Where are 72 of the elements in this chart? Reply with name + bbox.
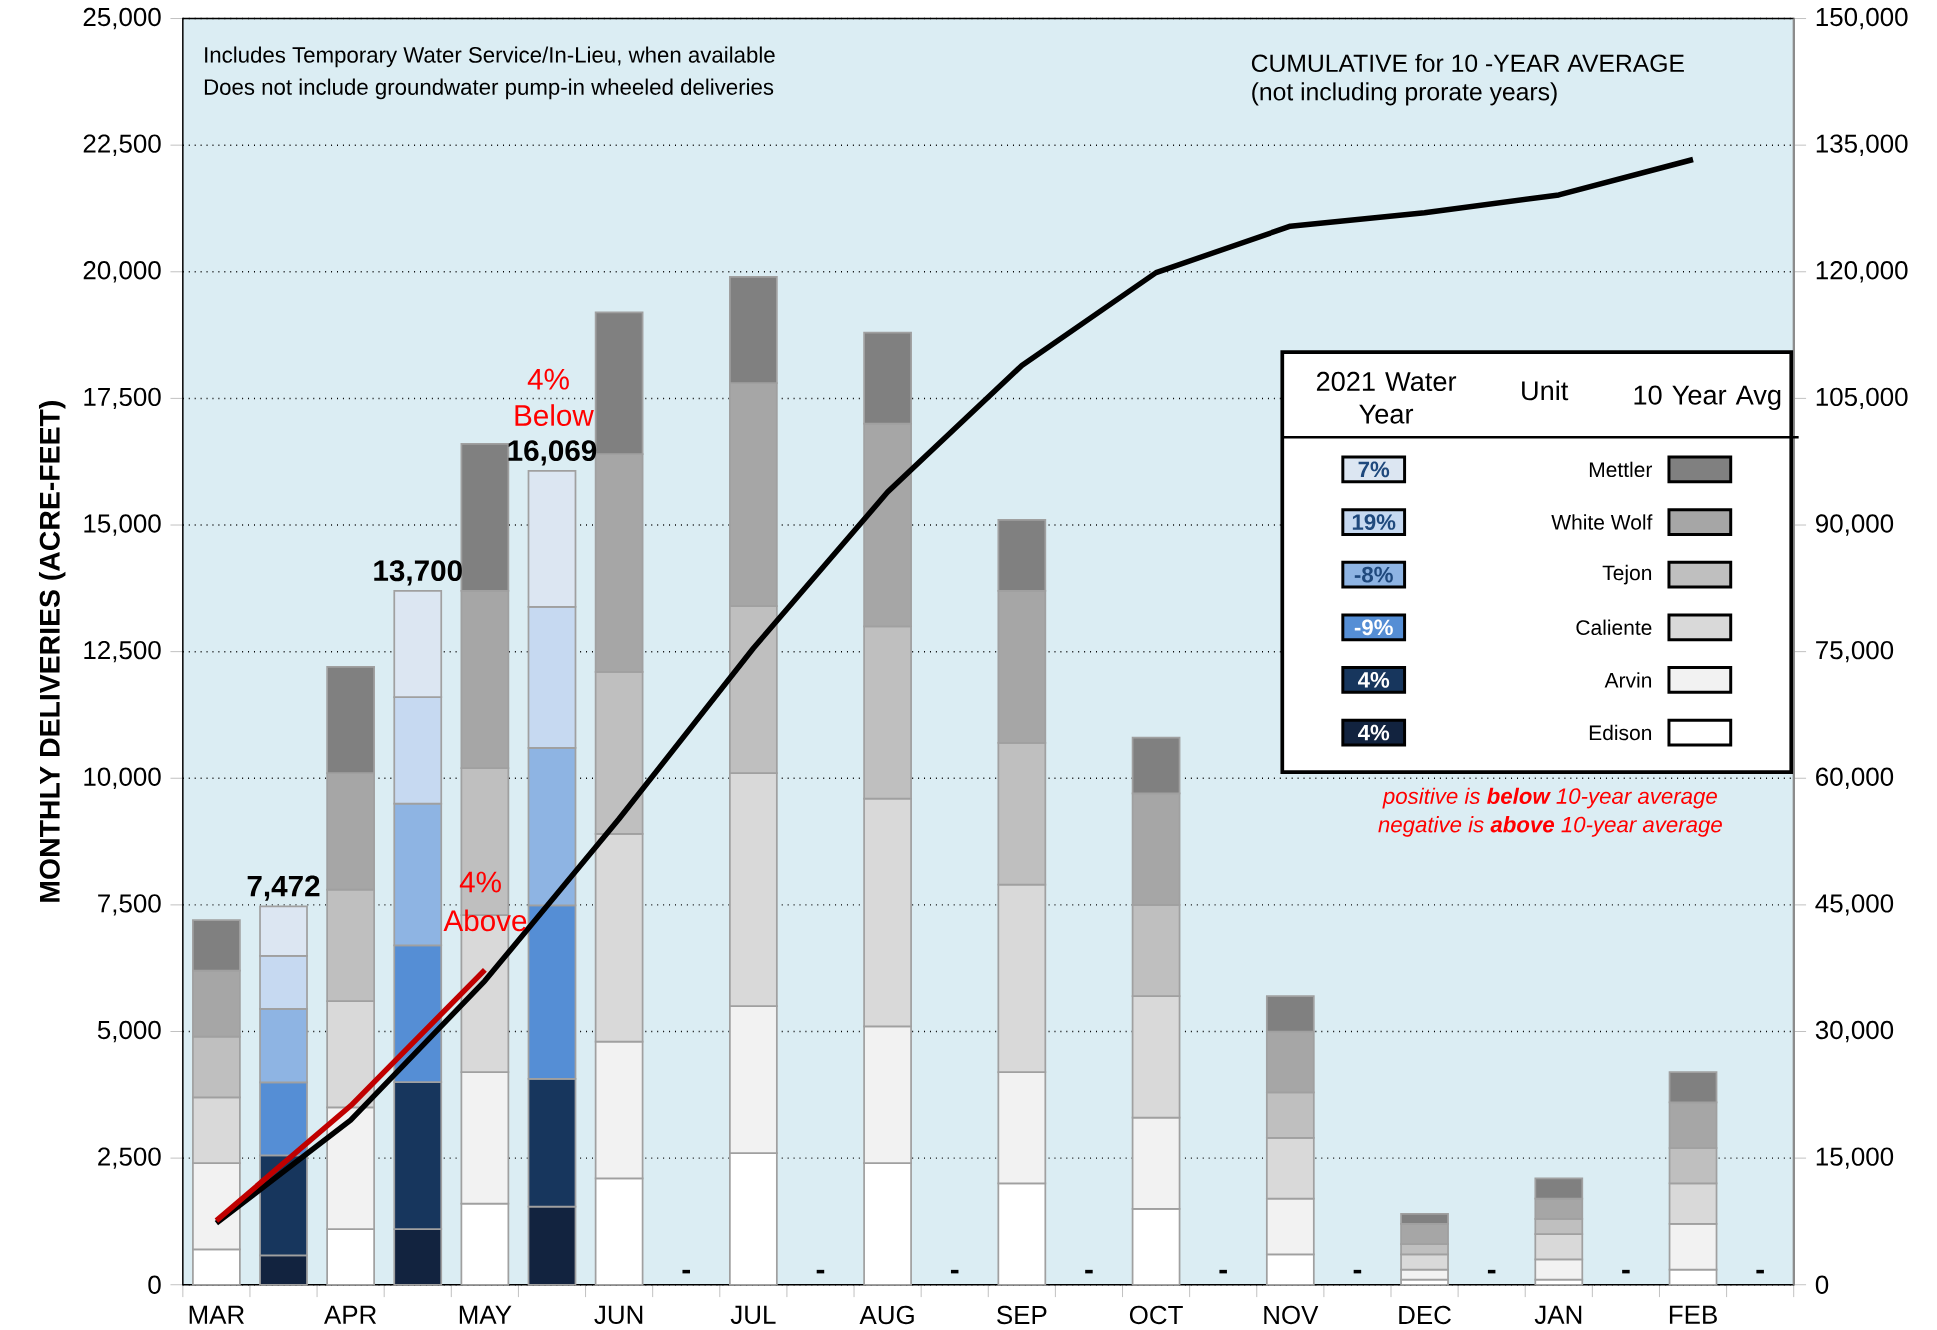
- legend-label: Arvin: [1604, 672, 1652, 688]
- total-label: 16,069: [508, 439, 597, 466]
- annotation: Includes Temporary Water Service/In-Lieu, when available: [205, 46, 775, 67]
- y2-tick-label: 105,000: [1816, 387, 1908, 409]
- annotation: 10 Year Avg: [1634, 385, 1781, 410]
- x-tick-label: MAR: [189, 1305, 244, 1324]
- y2-tick-label: 60,000: [1816, 767, 1894, 789]
- x-tick-label: DEC: [1399, 1305, 1451, 1324]
- annotation: 4%: [459, 871, 501, 893]
- y-tick-label: 12,500: [84, 640, 161, 663]
- legend-label: Tejon: [1602, 564, 1652, 585]
- y-tick-label: 5,000: [97, 1020, 161, 1043]
- y-tick-label: 22,500: [83, 134, 161, 156]
- x-tick-label: AUG: [859, 1305, 914, 1324]
- y2-tick-label: 45,000: [1815, 893, 1894, 916]
- annotation: Below: [515, 403, 594, 426]
- y-tick-label: 10,000: [84, 767, 161, 789]
- annotation: positive is below 10-year average: [1382, 787, 1717, 809]
- y-tick-label: 2,500: [98, 1147, 161, 1169]
- text: -: [950, 1269, 959, 1274]
- x-tick-label: JUN: [594, 1305, 643, 1324]
- x-tick-label: MAY: [459, 1305, 512, 1324]
- y-tick-label: 17,500: [84, 387, 161, 409]
- y-tick-label: 0: [148, 1275, 161, 1294]
- y2-tick-label: 90,000: [1816, 514, 1894, 536]
- annotation: 19%: [1352, 513, 1396, 530]
- y-tick-label: 25,000: [83, 7, 161, 30]
- annotation: -8%: [1354, 566, 1393, 583]
- total-label: 13,700: [374, 559, 462, 586]
- x-tick-label: SEP: [997, 1305, 1047, 1324]
- y-tick-label: 20,000: [83, 260, 161, 283]
- text: -: [1487, 1269, 1496, 1274]
- text: -: [1622, 1269, 1630, 1274]
- y2-tick-label: 75,000: [1816, 640, 1894, 663]
- y2-tick-label: 15,000: [1816, 1147, 1894, 1169]
- y2-tick-label: 120,000: [1816, 260, 1908, 283]
- y2-tick-label: 150,000: [1816, 7, 1908, 30]
- annotation: 4%: [527, 368, 569, 390]
- y-tick-label: 7,500: [98, 893, 161, 916]
- x-tick-label: APR: [324, 1305, 377, 1324]
- y-axis-title: MONTHLY DELIVERIES (ACRE-FEET): [38, 400, 66, 902]
- text: -: [1219, 1269, 1227, 1274]
- legend-title: Unit: [1522, 380, 1569, 401]
- annotation: Above: [443, 909, 527, 931]
- text: -: [1085, 1269, 1093, 1274]
- x-tick-label: JAN: [1534, 1305, 1582, 1324]
- x-tick-label: FEB: [1669, 1305, 1717, 1324]
- y2-tick-label: 135,000: [1816, 134, 1908, 156]
- y2-tick-label: 0: [1815, 1275, 1829, 1294]
- x-tick-label: NOV: [1264, 1305, 1319, 1324]
- annotation: Does not include groundwater pump-in wheeled deliveries: [204, 78, 774, 100]
- annotation: 7%: [1358, 461, 1390, 477]
- text: -: [1353, 1269, 1362, 1274]
- annotation: CUMULATIVE for 10 -YEAR AVERAGE: [1251, 53, 1684, 72]
- annotation: 4%: [1357, 724, 1390, 741]
- x-tick-label: JUL: [730, 1305, 776, 1324]
- total-label: 7,472: [247, 875, 320, 901]
- annotation: 2021 Water Year: [1316, 371, 1457, 424]
- y2-tick-label: 30,000: [1815, 1020, 1894, 1043]
- legend-label: Edison: [1589, 724, 1652, 741]
- annotation: 4%: [1357, 671, 1390, 688]
- x-tick-label: OCT: [1129, 1305, 1183, 1324]
- text: -: [682, 1269, 690, 1274]
- legend-label: Caliente: [1576, 619, 1652, 635]
- annotation: -9%: [1354, 619, 1393, 635]
- y-tick-label: 15,000: [84, 514, 161, 536]
- annotation: (not including prorate years): [1252, 82, 1557, 106]
- legend-label: White Wolf: [1551, 514, 1653, 530]
- legend-label: Mettler: [1589, 461, 1653, 477]
- text: -: [816, 1269, 825, 1274]
- annotation: negative is above 10-year average: [1378, 815, 1722, 837]
- text: -: [1756, 1269, 1764, 1274]
